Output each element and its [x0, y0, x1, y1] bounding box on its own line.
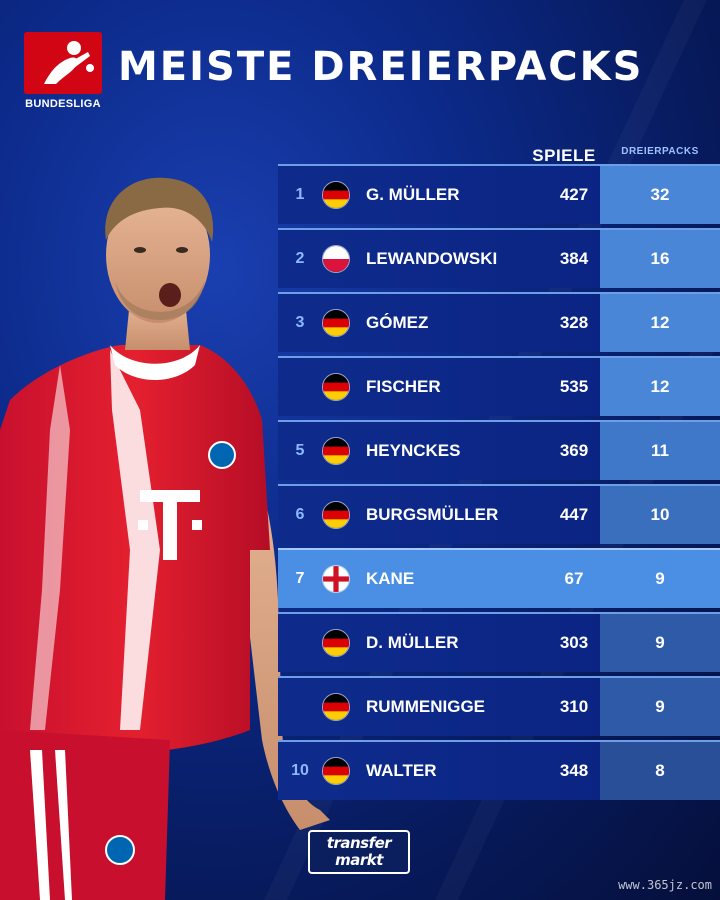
player-name: RUMMENIGGE: [366, 697, 485, 716]
table-row: D. MÜLLER 303 9: [278, 612, 720, 672]
header: BUNDESLIGA MEISTE DREIERPACKS: [0, 0, 720, 120]
watermark: www.365jz.com: [618, 878, 712, 892]
rank-cell: 5: [295, 442, 305, 459]
spiele-cell: 369: [559, 441, 589, 460]
player-name: G. MÜLLER: [366, 185, 460, 204]
germany-flag-icon: [322, 373, 350, 401]
poland-flag-icon: [322, 245, 350, 273]
dreierpacks-cell: 10: [600, 486, 720, 544]
spiele-cell: 447: [559, 505, 589, 524]
player-name: HEYNCKES: [366, 441, 461, 460]
spiele-cell: 67: [564, 569, 584, 588]
dreierpacks-cell: 9: [600, 550, 720, 608]
rank-cell: 6: [295, 506, 305, 523]
dreierpacks-cell: 12: [600, 358, 720, 416]
transfermarkt-logo-line2: markt: [335, 851, 383, 869]
player-name: FISCHER: [366, 377, 441, 396]
dreierpacks-cell: 12: [600, 294, 720, 352]
table-row: 3 GÓMEZ 328 12: [278, 292, 720, 352]
germany-flag-icon: [322, 693, 350, 721]
column-header-dreierpacks: DREIERPACKS: [621, 146, 699, 157]
spiele-cell: 328: [559, 313, 589, 332]
transfermarkt-logo: transfer markt: [308, 830, 410, 874]
rank-cell: 1: [295, 186, 305, 203]
germany-flag-icon: [322, 309, 350, 337]
page-title: MEISTE DREIERPACKS: [118, 44, 644, 90]
germany-flag-icon: [322, 501, 350, 529]
rank-cell: 7: [295, 570, 305, 587]
spiele-cell: 384: [559, 249, 589, 268]
table-row: 6 BURGSMÜLLER 447 10: [278, 484, 720, 544]
bundesliga-logo-icon: [24, 32, 102, 94]
spiele-cell: 310: [559, 697, 589, 716]
spiele-cell: 427: [559, 185, 589, 204]
spiele-cell: 535: [559, 377, 589, 396]
transfermarkt-logo-line1: transfer: [326, 834, 392, 852]
spiele-cell: 348: [559, 761, 589, 780]
player-name: KANE: [366, 569, 415, 588]
germany-flag-icon: [322, 757, 350, 785]
table-row: 5 HEYNCKES 369 11: [278, 420, 720, 480]
dreierpacks-cell: 11: [600, 422, 720, 480]
player-name: D. MÜLLER: [366, 633, 459, 652]
player-name: BURGSMÜLLER: [366, 505, 499, 524]
column-header-spiele: SPIELE: [532, 146, 596, 165]
table-row: 1 G. MÜLLER 427 32: [278, 164, 720, 224]
spiele-cell: 303: [559, 633, 589, 652]
table-row: 10 WALTER 348 8: [278, 740, 720, 800]
dreierpacks-cell: 9: [600, 614, 720, 672]
rank-cell: 2: [295, 250, 305, 267]
ranking-table: 1 G. MÜLLER 427 32 2 LEWANDOWSKI 384 16 3 GÓMEZ 32…: [278, 164, 720, 804]
england-flag-icon: [322, 565, 350, 593]
player-name: WALTER: [366, 761, 437, 780]
player-name: LEWANDOWSKI: [366, 249, 498, 268]
dreierpacks-cell: 32: [600, 166, 720, 224]
table-row: 2 LEWANDOWSKI 384 16: [278, 228, 720, 288]
bundesliga-logo-text: BUNDESLIGA: [25, 98, 101, 110]
germany-flag-icon: [322, 181, 350, 209]
rank-cell: 3: [295, 314, 305, 331]
player-photo-icon: [0, 170, 330, 900]
dreierpacks-cell: 8: [600, 742, 720, 800]
rank-cell: 10: [291, 762, 309, 779]
germany-flag-icon: [322, 437, 350, 465]
table-row: FISCHER 535 12: [278, 356, 720, 416]
table-row: RUMMENIGGE 310 9: [278, 676, 720, 736]
player-name: GÓMEZ: [366, 313, 429, 332]
dreierpacks-cell: 16: [600, 230, 720, 288]
germany-flag-icon: [322, 629, 350, 657]
table-row: 7 KANE 67 9: [278, 548, 720, 608]
dreierpacks-cell: 9: [600, 678, 720, 736]
